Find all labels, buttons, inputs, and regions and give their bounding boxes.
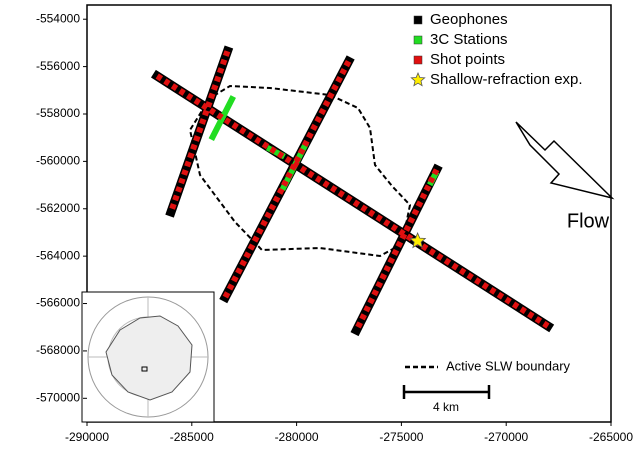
- legend-label: Geophones: [430, 11, 508, 28]
- survey-line: [151, 45, 555, 337]
- y-tick-label: -560000: [36, 154, 80, 168]
- legend-label: Shallow-refraction exp.: [430, 71, 583, 88]
- y-tick-label: -564000: [36, 248, 80, 262]
- y-tick-label: -570000: [36, 390, 80, 404]
- x-tick-label: -285000: [170, 430, 214, 444]
- scale-label: 4 km: [433, 400, 459, 414]
- y-tick-label: -554000: [36, 11, 80, 25]
- x-tick-label: -265000: [589, 430, 633, 444]
- legend-label: Shot points: [430, 51, 505, 68]
- legend-marker: [413, 15, 423, 25]
- legend-label: 3C Stations: [430, 31, 508, 48]
- y-tick-label: -556000: [36, 59, 80, 73]
- scale-bar: [402, 385, 491, 399]
- flow-arrow: [515, 121, 615, 200]
- x-tick-label: -275000: [379, 430, 423, 444]
- x-tick-label: -290000: [65, 430, 109, 444]
- y-tick-label: -566000: [36, 296, 80, 310]
- x-tick-label: -270000: [484, 430, 528, 444]
- slw-boundary: [188, 84, 412, 258]
- y-tick-label: -562000: [36, 201, 80, 215]
- flow-label: Flow: [567, 210, 610, 232]
- legend-marker: [413, 55, 423, 65]
- plot-frame: [86, 4, 612, 423]
- y-tick-label: -558000: [36, 106, 80, 120]
- star-marker: [409, 231, 427, 249]
- survey-line: [155, 50, 550, 332]
- boundary-legend-label: Active SLW boundary: [446, 358, 571, 373]
- inset-map: [81, 291, 215, 423]
- y-tick-label: -568000: [36, 343, 80, 357]
- legend-marker: [410, 71, 426, 87]
- legend-marker: [413, 35, 423, 45]
- x-tick-label: -280000: [275, 430, 319, 444]
